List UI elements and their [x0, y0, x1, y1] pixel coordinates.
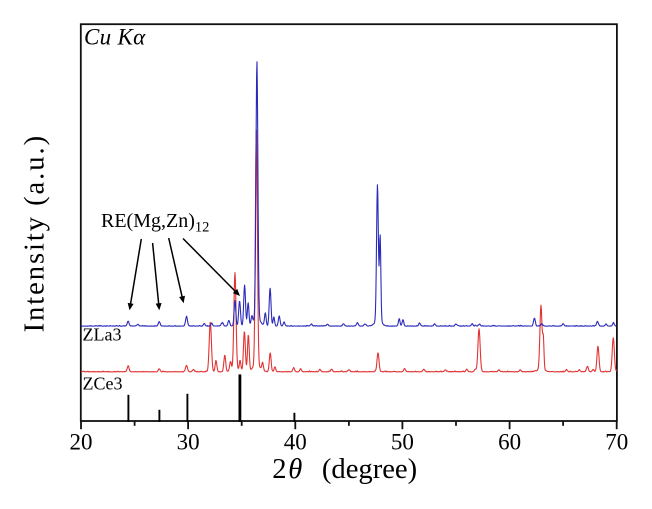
svg-text:(degree): (degree): [322, 454, 417, 485]
svg-text:40: 40: [284, 429, 307, 454]
svg-text:70: 70: [605, 429, 628, 454]
svg-text:60: 60: [498, 429, 521, 454]
svg-text:2: 2: [272, 454, 286, 485]
svg-text:20: 20: [70, 429, 93, 454]
svg-text:30: 30: [177, 429, 200, 454]
svg-text:50: 50: [391, 429, 414, 454]
svg-text:Intensity (a.u.): Intensity (a.u.): [20, 136, 51, 333]
svg-text:θ: θ: [288, 454, 302, 485]
svg-text:ZLa3: ZLa3: [83, 324, 122, 344]
svg-text:Cu Kα: Cu Kα: [84, 25, 146, 50]
svg-text:RE(Mg,Zn)12: RE(Mg,Zn)12: [101, 210, 209, 236]
svg-text:ZCe3: ZCe3: [83, 374, 123, 394]
